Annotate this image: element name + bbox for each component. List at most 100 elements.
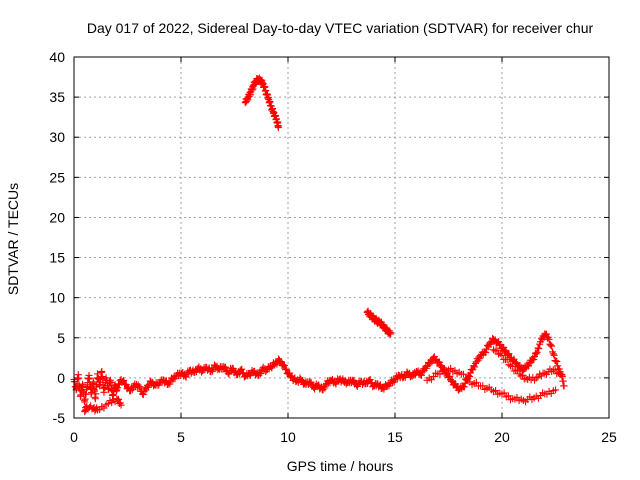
data-point [120, 376, 128, 384]
data-point [552, 386, 559, 394]
data-point [491, 347, 499, 355]
data-point [493, 346, 501, 354]
data-point [104, 400, 112, 408]
data-point [92, 390, 100, 398]
data-point [321, 384, 329, 392]
data-point [459, 370, 467, 378]
y-tick-label: 0 [57, 370, 65, 386]
data-point [501, 347, 509, 355]
data-point [406, 373, 414, 381]
plot-frame [73, 56, 610, 419]
data-point [90, 379, 98, 387]
data-point [472, 378, 480, 386]
data-point [428, 358, 436, 366]
data-point [492, 387, 500, 395]
data-point [426, 359, 434, 367]
data-point [85, 374, 93, 382]
data-point [454, 386, 462, 394]
data-point [128, 386, 136, 394]
data-point [108, 399, 116, 407]
data-point [436, 362, 444, 370]
data-point [209, 367, 217, 375]
data-point [352, 381, 360, 389]
data-points [70, 74, 568, 416]
data-point [222, 363, 230, 371]
data-point [533, 348, 541, 356]
data-point [274, 124, 282, 132]
x-tick-label: 15 [387, 429, 403, 445]
data-point [554, 362, 562, 370]
data-point [446, 372, 454, 380]
data-point [548, 367, 556, 375]
series-baseline-track [70, 330, 568, 406]
data-point [366, 375, 374, 383]
data-point [549, 350, 557, 358]
data-point [482, 349, 490, 357]
data-point [547, 341, 555, 349]
data-point [342, 380, 350, 388]
y-axis-label: SDTVAR / TECUs [5, 183, 21, 295]
data-point [479, 382, 487, 390]
data-point [522, 374, 530, 382]
data-point [532, 350, 540, 358]
y-tick-label: 25 [49, 169, 65, 185]
data-point [117, 401, 125, 409]
y-tick-label: -5 [53, 410, 66, 426]
data-point [286, 369, 294, 377]
y-tick-label: 30 [49, 129, 65, 145]
data-point [520, 365, 528, 373]
data-point [503, 356, 511, 364]
data-point [496, 341, 504, 349]
data-point [115, 380, 123, 388]
data-point [550, 351, 558, 359]
series-lower-branches [81, 346, 566, 416]
data-point [299, 376, 307, 384]
data-point [165, 378, 173, 386]
data-point [500, 389, 508, 397]
data-point [126, 387, 134, 395]
x-tick-label: 0 [70, 429, 78, 445]
data-point [474, 356, 482, 364]
data-point [495, 350, 503, 358]
data-point [553, 358, 561, 366]
data-point [471, 363, 479, 371]
data-point [220, 363, 228, 371]
data-point [530, 356, 538, 364]
data-point [208, 365, 216, 373]
data-point [519, 371, 527, 379]
data-point [551, 366, 559, 374]
data-point [531, 349, 539, 357]
chart-title: Day 017 of 2022, Sidereal Day-to-day VTE… [87, 20, 594, 36]
data-point [240, 373, 248, 381]
data-point [448, 377, 456, 385]
data-point [75, 374, 83, 382]
data-point [410, 371, 418, 379]
y-tick-label: 40 [49, 49, 65, 65]
x-axis-label: GPS time / hours [287, 458, 394, 474]
data-point [134, 381, 142, 389]
y-tick-label: 15 [49, 250, 65, 266]
data-point [331, 379, 339, 387]
data-point [495, 338, 503, 346]
data-point [543, 330, 551, 338]
data-point [140, 387, 148, 395]
data-point [115, 395, 123, 403]
data-point [282, 365, 290, 373]
data-point [534, 373, 542, 381]
data-point [466, 369, 474, 377]
data-point [257, 370, 265, 378]
y-tick-label: 5 [57, 330, 65, 346]
data-point [500, 343, 508, 351]
data-point [476, 355, 484, 363]
data-point [233, 371, 241, 379]
x-tick-label: 10 [280, 429, 296, 445]
data-point [182, 373, 190, 381]
data-point [556, 368, 564, 376]
data-point [79, 382, 87, 390]
data-point [532, 374, 540, 382]
data-point [505, 361, 513, 369]
data-point [107, 378, 115, 386]
data-point [279, 361, 287, 369]
data-point [225, 370, 233, 378]
